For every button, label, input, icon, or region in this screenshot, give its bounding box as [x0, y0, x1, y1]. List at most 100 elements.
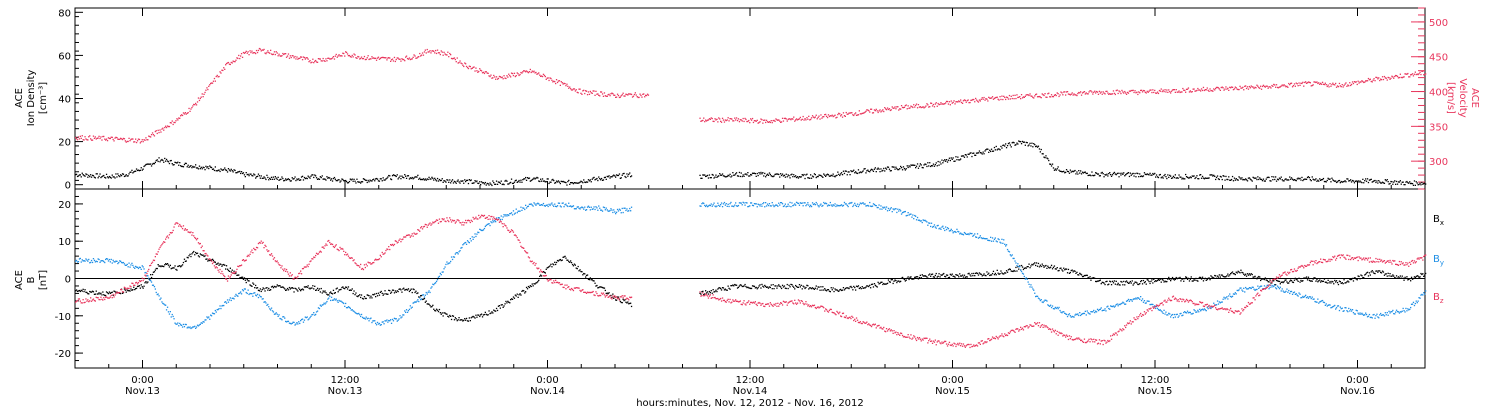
p0-s0-point: [1190, 177, 1192, 179]
p0-s0-point: [1156, 176, 1159, 178]
p0-s0-point: [727, 174, 729, 176]
p0-s1-point: [1043, 94, 1045, 97]
p0-s1-point: [457, 62, 459, 64]
p1-s0-point: [1154, 280, 1156, 283]
p0-s1-point: [849, 112, 851, 114]
p1-s0-point: [1308, 279, 1311, 281]
p0-s0-point: [1034, 144, 1036, 146]
p1-s0-point: [364, 297, 366, 300]
p1-s0-point: [891, 279, 893, 281]
p1-s0-point: [382, 294, 384, 296]
p0-s1-point: [756, 119, 758, 121]
p0-s0-point: [314, 174, 316, 176]
p1-s0-point: [168, 266, 171, 268]
p0-s1-point: [1125, 92, 1127, 94]
p0-s1-point: [98, 135, 100, 137]
p0-s1-point: [542, 73, 545, 75]
p0-s0-point: [851, 170, 853, 173]
p0-s1-point: [1381, 76, 1384, 78]
p1-s0-point: [1264, 277, 1266, 279]
p0-s0-point: [1011, 142, 1013, 144]
p0-s0-point: [973, 152, 975, 154]
p1-s0-point: [770, 284, 772, 286]
p1-s0-point: [1410, 276, 1413, 278]
p0-s0-point: [1406, 180, 1408, 183]
p1-s0-point: [165, 263, 167, 265]
p0-s1-point: [911, 106, 913, 108]
p1-s1-point: [577, 206, 579, 208]
p1-s0-point: [411, 291, 413, 294]
p0-s0-point: [479, 181, 481, 183]
p1-s0-point: [473, 316, 475, 318]
p1-s0-point: [1290, 280, 1293, 282]
p0-s0-point: [913, 164, 915, 166]
p0-s1-point: [1291, 86, 1294, 88]
p0-s1-point: [136, 140, 139, 142]
p0-s1-point: [553, 80, 555, 82]
p0-s1-point: [986, 98, 988, 100]
p0-s1-point: [900, 108, 902, 110]
p1-s1-point: [233, 298, 235, 300]
p0-s1-point: [147, 139, 149, 141]
p1-s0-point: [718, 287, 720, 289]
p1-s0-point: [164, 264, 166, 266]
p0-s1-point: [769, 121, 771, 124]
p0-s0-point: [1090, 175, 1092, 177]
p1-s0-point: [181, 264, 184, 266]
p0-s1-point: [1205, 89, 1207, 91]
p0-s0-point: [910, 164, 912, 166]
p0-s1-point: [745, 118, 747, 121]
p0-s0-point: [841, 174, 844, 176]
p0-s1-point: [78, 138, 81, 140]
p0-s1-point: [233, 60, 235, 63]
p0-s0-point: [85, 173, 87, 175]
p0-s0-point: [881, 170, 883, 172]
p0-s1-point: [547, 77, 549, 79]
p0-s0-point: [1165, 176, 1167, 178]
p0-s1-point: [621, 94, 623, 96]
p0-s0-point: [185, 162, 187, 165]
p1-s1-point: [429, 291, 431, 294]
p1-s1-point: [341, 301, 343, 303]
p0-s1-point: [530, 71, 532, 74]
p0-s0-point: [983, 153, 985, 155]
p1-s0-point: [1258, 275, 1260, 278]
p0-s1-point: [971, 99, 973, 101]
p0-s0-point: [604, 176, 606, 178]
p0-s1-point: [582, 90, 584, 92]
p1-s1-point: [240, 291, 242, 293]
p1-s0-point: [1289, 280, 1291, 282]
p0-s1-point: [85, 138, 87, 140]
p1-s0-point: [867, 285, 869, 287]
p1-s1-point: [630, 210, 632, 212]
p1-s0-point: [823, 289, 825, 291]
p1-s0-point: [1137, 283, 1139, 286]
p0-s0-point: [629, 172, 631, 174]
p1-s1-point: [508, 214, 510, 217]
p0-s1-point: [524, 70, 526, 72]
p0-s0-point: [447, 179, 449, 181]
p1-s0-point: [202, 254, 204, 256]
p0-s1-point: [588, 93, 591, 95]
p1-s1-point: [130, 264, 132, 266]
p0-s1-point: [805, 119, 807, 121]
p0-s0-point: [251, 174, 253, 177]
p0-s1-point: [88, 136, 90, 138]
p1-s0-point: [759, 284, 761, 286]
p0-s0-point: [1415, 181, 1417, 183]
p1-s0-point: [350, 289, 352, 291]
p1-s1-point: [172, 315, 174, 318]
p0-s1-point: [1293, 83, 1296, 85]
p1-s0-point: [412, 288, 414, 290]
p1-s0-point: [557, 260, 560, 262]
p0-s1-point: [1362, 80, 1364, 83]
p1-s0-point: [1366, 271, 1369, 273]
p1-s0-point: [124, 289, 126, 291]
p0-s1-point: [963, 99, 966, 101]
p1-s0-point: [621, 302, 623, 304]
p0-s0-point: [145, 163, 147, 166]
p0-s0-point: [894, 168, 896, 170]
p1-s0-point: [79, 290, 81, 293]
p0-s0-point: [449, 179, 451, 181]
p0-s1-point: [309, 60, 311, 62]
